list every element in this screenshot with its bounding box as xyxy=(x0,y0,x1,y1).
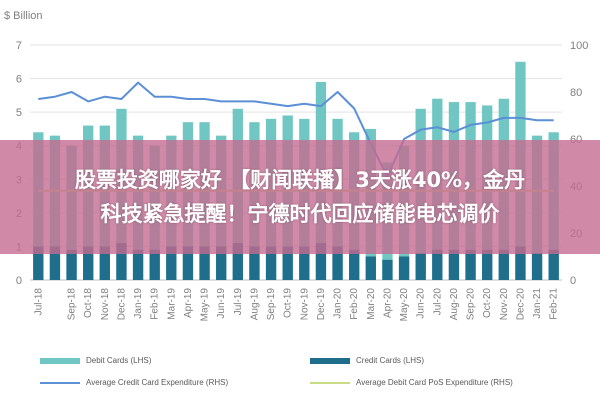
x-tick-label: Oct-19 xyxy=(283,288,294,318)
legend-item-debit: Debit Cards (LHS) xyxy=(40,356,151,365)
bar-credit-cards xyxy=(282,246,293,280)
legend-label-avg-credit: Average Credit Card Expenditure (RHS) xyxy=(86,378,229,387)
x-tick-label: May-19 xyxy=(200,288,211,322)
bar-credit-cards xyxy=(265,246,277,280)
bar-credit-cards xyxy=(332,246,343,280)
y-left-tick-label: 0 xyxy=(16,275,22,287)
y-left-tick-label: 5 xyxy=(16,107,22,119)
bar-credit-cards xyxy=(531,253,543,280)
x-tick-label: Nov-20 xyxy=(499,288,510,321)
y-left-tick-label: 7 xyxy=(16,40,22,52)
x-tick-label: Jul-19 xyxy=(233,288,244,316)
x-tick-label: Oct-18 xyxy=(83,288,94,318)
x-tick-label: Feb-19 xyxy=(150,288,161,320)
legend: Debit Cards (LHS) Credit Cards (LHS) Ave… xyxy=(40,352,580,398)
legend-swatch-avg-debit xyxy=(310,381,350,384)
left-axis-unit-label: $ Billion xyxy=(4,10,43,22)
bar-credit-cards xyxy=(432,249,443,280)
x-tick-label: Nov-19 xyxy=(299,288,310,321)
x-tick-label: Jan-20 xyxy=(333,288,344,319)
x-tick-label: Sep-18 xyxy=(67,288,78,321)
bar-credit-cards xyxy=(199,246,210,280)
bar-credit-cards xyxy=(232,243,243,280)
bar-credit-cards xyxy=(49,246,61,280)
x-tick-label: Feb-21 xyxy=(549,288,560,320)
bar-credit-cards xyxy=(216,246,227,280)
bar-credit-cards xyxy=(365,256,376,280)
y-left-tick-label: 6 xyxy=(16,74,22,86)
banner-headline-line-1[interactable]: 股票投资哪家好 【财闻联播】3天涨40%，金丹 xyxy=(74,168,526,192)
legend-swatch-avg-credit xyxy=(40,381,80,384)
overlay-banner[interactable]: 股票投资哪家好 【财闻联播】3天涨40%，金丹 科技紧急提醒！宁德时代回应储能电… xyxy=(0,140,600,254)
x-tick-label: Jan-19 xyxy=(133,288,144,319)
x-tick-label: Jun-20 xyxy=(416,288,427,319)
bar-credit-cards xyxy=(83,246,94,280)
bar-credit-cards xyxy=(182,246,194,280)
legend-item-avg-debit: Average Debit Card PoS Expenditure (RHS) xyxy=(310,378,513,387)
x-tick-label: Jan-21 xyxy=(532,288,543,319)
x-tick-label: Sep-20 xyxy=(466,288,477,321)
bar-credit-cards xyxy=(548,249,559,280)
x-tick-label: Jul-18 xyxy=(33,288,44,316)
bar-credit-cards xyxy=(398,256,410,280)
bar-credit-cards xyxy=(349,249,360,280)
bar-credit-cards xyxy=(66,249,77,280)
x-tick-label: Jul-20 xyxy=(432,288,443,316)
bar-credit-cards xyxy=(33,246,44,280)
bar-credit-cards xyxy=(299,246,310,280)
bar-credit-cards xyxy=(315,243,327,280)
y-right-tick-label: 100 xyxy=(570,40,588,52)
bar-credit-cards xyxy=(132,249,144,280)
x-tick-label: Dec-18 xyxy=(116,288,127,321)
legend-item-credit: Credit Cards (LHS) xyxy=(310,356,424,365)
x-tick-label: Feb-20 xyxy=(349,288,360,320)
x-tick-label: Aug-19 xyxy=(249,288,260,321)
x-tick-label: Apr-20 xyxy=(382,288,393,318)
bar-credit-cards xyxy=(482,249,493,280)
x-tick-label: Dec-20 xyxy=(515,288,526,321)
bar-credit-cards xyxy=(166,246,177,280)
legend-label-credit: Credit Cards (LHS) xyxy=(356,356,425,365)
bar-credit-cards xyxy=(116,243,127,280)
bar-credit-cards xyxy=(498,249,509,280)
bar-credit-cards xyxy=(415,253,426,280)
line-avg-credit-expenditure xyxy=(38,81,554,178)
x-tick-label: Dec-19 xyxy=(316,288,327,321)
legend-swatch-credit xyxy=(310,357,350,364)
x-tick-label: Sep-19 xyxy=(266,288,277,321)
legend-label-avg-debit: Average Debit Card PoS Expenditure (RHS) xyxy=(356,378,513,387)
y-right-tick-label: 80 xyxy=(570,87,582,99)
bar-credit-cards xyxy=(448,249,460,280)
x-tick-label: May-20 xyxy=(399,288,410,322)
x-tick-label: Jun-19 xyxy=(216,288,227,319)
x-tick-label: Mar-20 xyxy=(366,288,377,320)
banner-headline-line-2[interactable]: 科技紧急提醒！宁德时代回应储能电芯调价 xyxy=(100,202,500,226)
legend-label-debit: Debit Cards (LHS) xyxy=(86,356,152,365)
legend-item-avg-credit: Average Credit Card Expenditure (RHS) xyxy=(40,378,228,387)
bar-credit-cards xyxy=(465,249,476,280)
legend-swatch-debit xyxy=(40,357,80,364)
bar-credit-cards xyxy=(382,259,393,280)
bar-credit-cards xyxy=(515,246,526,280)
x-tick-label: Nov-18 xyxy=(100,288,111,321)
bar-credit-cards xyxy=(149,249,160,280)
x-tick-label: Aug-20 xyxy=(449,288,460,321)
x-tick-label: Oct-20 xyxy=(482,288,493,318)
bar-credit-cards xyxy=(99,246,110,280)
x-tick-label: Mar-19 xyxy=(166,288,177,320)
x-tick-label: Apr-19 xyxy=(183,288,194,318)
y-right-tick-label: 0 xyxy=(570,275,576,287)
bar-credit-cards xyxy=(249,246,260,280)
